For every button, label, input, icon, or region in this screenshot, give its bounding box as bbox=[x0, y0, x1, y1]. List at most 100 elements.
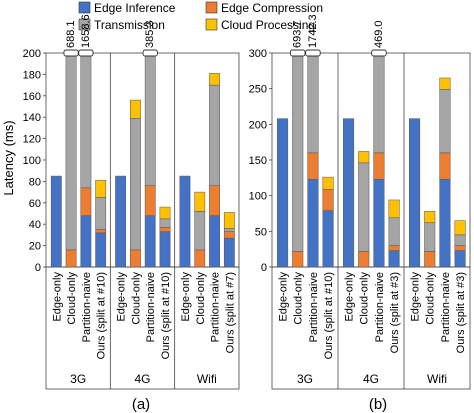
panel-b-y-tick-label: 200 bbox=[249, 119, 267, 131]
panel-b-bar-2-transmission bbox=[292, 52, 304, 252]
panel-a-bar-7-edge-compression bbox=[144, 185, 156, 216]
panel-b-y-tick-label: 50 bbox=[255, 226, 267, 238]
panel-a-bar-8-cloud-processing bbox=[159, 206, 171, 220]
panel-a-bar-2-transmission bbox=[65, 52, 77, 251]
legend-swatch-cloud-processing bbox=[205, 18, 218, 31]
panel-b-bar-3-break-marker bbox=[305, 49, 321, 57]
panel-a-bar-4-edge-inference bbox=[95, 232, 107, 268]
panel-a-y-tick-label: 180 bbox=[23, 69, 41, 81]
panel-b-category-label: Ours (split at #3) bbox=[389, 272, 401, 353]
panel-b-category-label: Cloud-only bbox=[425, 272, 437, 325]
panel-a-category-label: Partition-naive bbox=[210, 272, 222, 342]
panel-a-bar-12-edge-compression bbox=[223, 231, 235, 239]
panel-b-bar-6-transmission bbox=[358, 162, 370, 252]
panel-b-group-label-wifi: Wifi bbox=[427, 372, 447, 386]
panel-a-bar-7-total-label: 385.3 bbox=[144, 20, 156, 48]
panel-a-category-label: Partition-naive bbox=[81, 272, 93, 342]
panel-b-bar-5-edge-inference bbox=[343, 118, 355, 268]
panel-a-bar-4-transmission bbox=[95, 197, 107, 230]
panel-b-bar-12-edge-inference bbox=[454, 250, 466, 268]
panel-a-bar-12-edge-inference bbox=[223, 237, 235, 268]
panel-b-bar-11-transmission bbox=[439, 89, 451, 154]
panel-b-bar-8-edge-inference bbox=[388, 250, 400, 268]
panel-b-category-label: Partition-naive bbox=[308, 272, 320, 342]
legend-label-cloud-processing: Cloud Processing bbox=[221, 18, 315, 32]
panel-b-bar-7-total-label: 469.0 bbox=[373, 20, 385, 48]
panel-a-bar-7-break-marker bbox=[142, 49, 158, 57]
legend: Edge Inference Edge Compression Transmis… bbox=[78, 1, 323, 32]
panel-a-bar-6-transmission bbox=[130, 118, 141, 251]
panel-a-category-label: Cloud-only bbox=[66, 272, 78, 325]
legend-label-edge-compression: Edge Compression bbox=[221, 1, 323, 15]
panel-a-bar-10-transmission bbox=[194, 211, 206, 251]
panel-b-bar-4-cloud-processing bbox=[322, 176, 334, 190]
panel-b-bar-7-transmission bbox=[373, 52, 385, 154]
panel-b-category-label: Edge-only bbox=[410, 272, 422, 322]
panel-a-y-tick-label: 120 bbox=[23, 134, 41, 146]
panel-b-bar-10-transmission bbox=[424, 222, 436, 252]
panel-b-category-label: Partition-naive bbox=[374, 272, 386, 342]
panel-a-bar-2-total-label: 688.1 bbox=[65, 20, 77, 48]
panel-a-category-label: Partition-naive bbox=[145, 272, 157, 342]
panel-b-category-label: Ours (split at #10) bbox=[323, 272, 335, 359]
panel-b-bar-3-total-label: 1742.3 bbox=[307, 14, 319, 48]
panel-b-bar-2-edge-compression bbox=[292, 251, 304, 268]
panel-a-bar-6-cloud-processing bbox=[130, 99, 141, 119]
panel-a-label-frame bbox=[45, 266, 240, 390]
panel-a-y-tick-label: 60 bbox=[29, 198, 41, 210]
panel-a-bar-5-edge-inference bbox=[115, 175, 127, 268]
panel-b-bar-10-edge-compression bbox=[424, 251, 436, 268]
panel-a-bar-10-cloud-processing bbox=[194, 191, 206, 212]
panel-a-bar-7-edge-inference bbox=[144, 215, 156, 268]
panel-a-category-label: Ours (split at #10) bbox=[160, 272, 172, 359]
panel-a-bar-7-transmission bbox=[144, 52, 156, 186]
legend-swatch-transmission bbox=[78, 18, 91, 31]
panel-b-y-tick-label: 250 bbox=[249, 84, 267, 96]
panel-a-y-tick-label: 100 bbox=[23, 155, 41, 167]
panel-b-bar-8-cloud-processing bbox=[388, 199, 400, 219]
panel-a-y-tick-label: 40 bbox=[29, 219, 41, 231]
panel-label-b: (b) bbox=[369, 396, 387, 413]
panel-b-bar-8-edge-compression bbox=[388, 245, 400, 251]
panel-a-bar-2-break-marker bbox=[63, 49, 79, 57]
panel-b-bar-3-transmission bbox=[307, 52, 319, 154]
panel-a-group-label-wifi: Wifi bbox=[197, 372, 217, 386]
panel-b-bar-6-cloud-processing bbox=[358, 151, 370, 164]
panel-b-y-tick-label: 150 bbox=[249, 155, 267, 167]
panel-a-bar-4-edge-compression bbox=[95, 229, 107, 234]
panel-b-group-label-4g: 4G bbox=[363, 372, 379, 386]
panel-b-category-label: Edge-only bbox=[344, 272, 356, 322]
panel-b-bar-10-cloud-processing bbox=[424, 211, 436, 224]
panel-b-category-label: Ours (split at #3) bbox=[455, 272, 467, 353]
panel-b-bar-8-transmission bbox=[388, 217, 400, 246]
panel-a-y-tick-label: 0 bbox=[35, 262, 41, 274]
panel-b-category-label: Partition-naive bbox=[440, 272, 452, 342]
panel-b-bar-1-edge-inference bbox=[277, 118, 289, 268]
panel-a-y-tick-label: 20 bbox=[29, 241, 41, 253]
panel-a-y-tick-label: 80 bbox=[29, 176, 41, 188]
panel-a-bar-3-total-label: 1658.6 bbox=[80, 14, 92, 48]
panel-a-bar-9-edge-inference bbox=[179, 175, 191, 268]
panel-b-bar-7-edge-inference bbox=[373, 179, 385, 268]
panel-b-category-label: Cloud-only bbox=[293, 272, 305, 325]
panel-a-bar-4-cloud-processing bbox=[95, 180, 107, 198]
panel-a-bar-8-edge-inference bbox=[159, 231, 171, 268]
panel-a-bar-12-transmission bbox=[223, 228, 235, 232]
panel-b-bar-11-cloud-processing bbox=[439, 77, 451, 90]
legend-label-edge-inference: Edge Inference bbox=[94, 1, 176, 15]
panel-a-category-label: Cloud-only bbox=[130, 272, 142, 325]
panel-a-group-label-3g: 3G bbox=[70, 372, 86, 386]
panel-a-category-label: Ours (split at #10) bbox=[96, 272, 108, 359]
panel-b-bar-11-edge-inference bbox=[439, 179, 451, 268]
panel-a-bar-1-edge-inference bbox=[50, 175, 62, 268]
panel-a-bar-3-edge-compression bbox=[80, 187, 92, 216]
panel-a-bar-11-transmission bbox=[209, 84, 220, 186]
panel-a-group-label-4g: 4G bbox=[134, 372, 150, 386]
panel-a-bar-12-cloud-processing bbox=[223, 212, 235, 229]
panel-a-y-tick-label: 200 bbox=[23, 48, 41, 60]
y-axis-label: Latency (ms) bbox=[1, 120, 16, 195]
panel-b-bar-12-edge-compression bbox=[454, 245, 466, 251]
panel-b-bar-12-cloud-processing bbox=[454, 220, 466, 236]
panel-a-bar-11-edge-inference bbox=[209, 215, 220, 268]
